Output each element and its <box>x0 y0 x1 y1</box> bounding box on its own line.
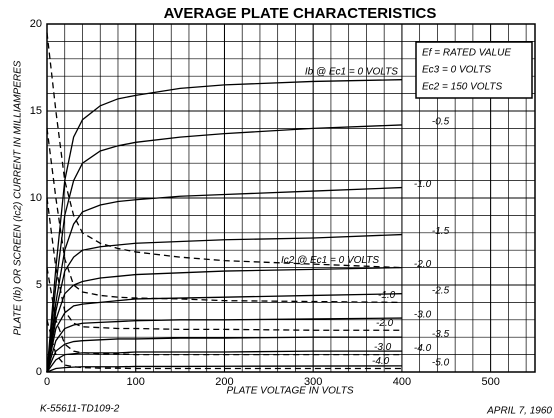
curve-label: -0.5 <box>432 117 450 128</box>
y-tick-label: 15 <box>30 105 42 117</box>
curve <box>46 317 402 373</box>
curve-label: Ib @ Ec1 = 0 VOLTS <box>305 66 398 77</box>
curve-label: Ic2 @ Ec1 = 0 VOLTS <box>281 255 379 266</box>
footer-right: APRIL 7, 1960 <box>486 406 552 417</box>
curve <box>46 293 402 373</box>
condition: Ef = RATED VALUE <box>422 48 511 59</box>
condition: Ec3 = 0 VOLTS <box>422 65 491 76</box>
curve-label: -2.5 <box>432 285 450 296</box>
curve <box>46 128 402 304</box>
curve-label: -2.0 <box>376 318 394 329</box>
x-tick-label: 200 <box>215 376 233 388</box>
footer-left: K-55611-TD109-2 <box>40 404 120 415</box>
y-tick-label: 10 <box>30 192 42 204</box>
curve-label: -1.0 <box>378 290 396 301</box>
x-tick-label: 300 <box>304 376 322 388</box>
y-axis-label: PLATE (Ib) OR SCREEN (Ic2) CURRENT IN MI… <box>13 60 24 335</box>
curve <box>46 267 402 356</box>
curve <box>46 350 402 373</box>
curve <box>46 197 402 331</box>
curve <box>46 336 402 373</box>
curve-label: -1.0 <box>414 179 432 190</box>
conditions-box <box>415 41 533 99</box>
x-axis-label: PLATE VOLTAGE IN VOLTS <box>226 386 353 397</box>
x-tick-label: 0 <box>44 376 50 388</box>
curve <box>46 124 402 373</box>
curve-label: -4.0 <box>414 343 432 354</box>
curve-label: -1.5 <box>432 226 450 237</box>
x-tick-label: 500 <box>481 376 499 388</box>
curve <box>46 319 402 370</box>
curve <box>46 79 402 373</box>
curve-label: -3.0 <box>374 342 392 353</box>
curve-label: -5.0 <box>432 358 450 369</box>
chart-title: AVERAGE PLATE CHARACTERISTICS <box>164 5 437 22</box>
curve-label: -2.0 <box>414 259 432 270</box>
curve <box>46 266 402 373</box>
curve <box>46 365 402 373</box>
x-tick-label: 100 <box>127 376 145 388</box>
condition: Ec2 = 150 VOLTS <box>422 82 502 93</box>
curve <box>46 32 402 269</box>
curve <box>46 186 402 373</box>
y-tick-label: 20 <box>30 18 42 30</box>
curve-label: -4.0 <box>372 356 390 367</box>
y-tick-label: 0 <box>36 366 42 378</box>
curve-label: -3.0 <box>414 310 432 321</box>
y-tick-label: 5 <box>36 279 42 291</box>
curve-label: -3.5 <box>432 329 450 340</box>
x-tick-label: 400 <box>393 376 411 388</box>
